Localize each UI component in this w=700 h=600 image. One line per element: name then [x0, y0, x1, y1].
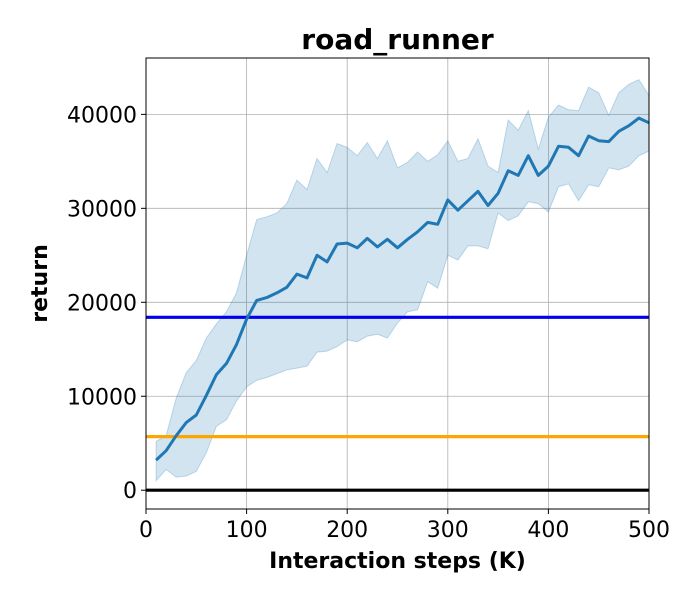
x-tick-label: 400	[527, 518, 569, 543]
y-tick-label: 0	[123, 479, 137, 504]
chart-title: road_runner	[301, 23, 494, 56]
axis-ticks: 0 100 200 300 400 500 0 10000 20000 30000 40000	[67, 103, 670, 543]
y-tick-label: 20000	[67, 291, 137, 316]
confidence-band	[155, 78, 650, 483]
series-line	[155, 116, 650, 462]
x-tick-label: 500	[628, 518, 670, 543]
y-tick-label: 10000	[67, 385, 137, 410]
x-tick-label: 100	[226, 518, 268, 543]
x-tick-label: 300	[427, 518, 469, 543]
y-axis-label: return	[28, 244, 53, 322]
x-axis-label: Interaction steps (K)	[269, 549, 526, 574]
y-tick-label: 30000	[67, 197, 137, 222]
x-tick-label: 0	[139, 518, 153, 543]
reference-lines	[146, 315, 649, 492]
plot-frame	[145, 57, 650, 510]
confidence-band-layer	[155, 78, 650, 483]
y-tick-label: 40000	[67, 103, 137, 128]
x-tick-label: 200	[326, 518, 368, 543]
series-lines	[155, 116, 650, 462]
